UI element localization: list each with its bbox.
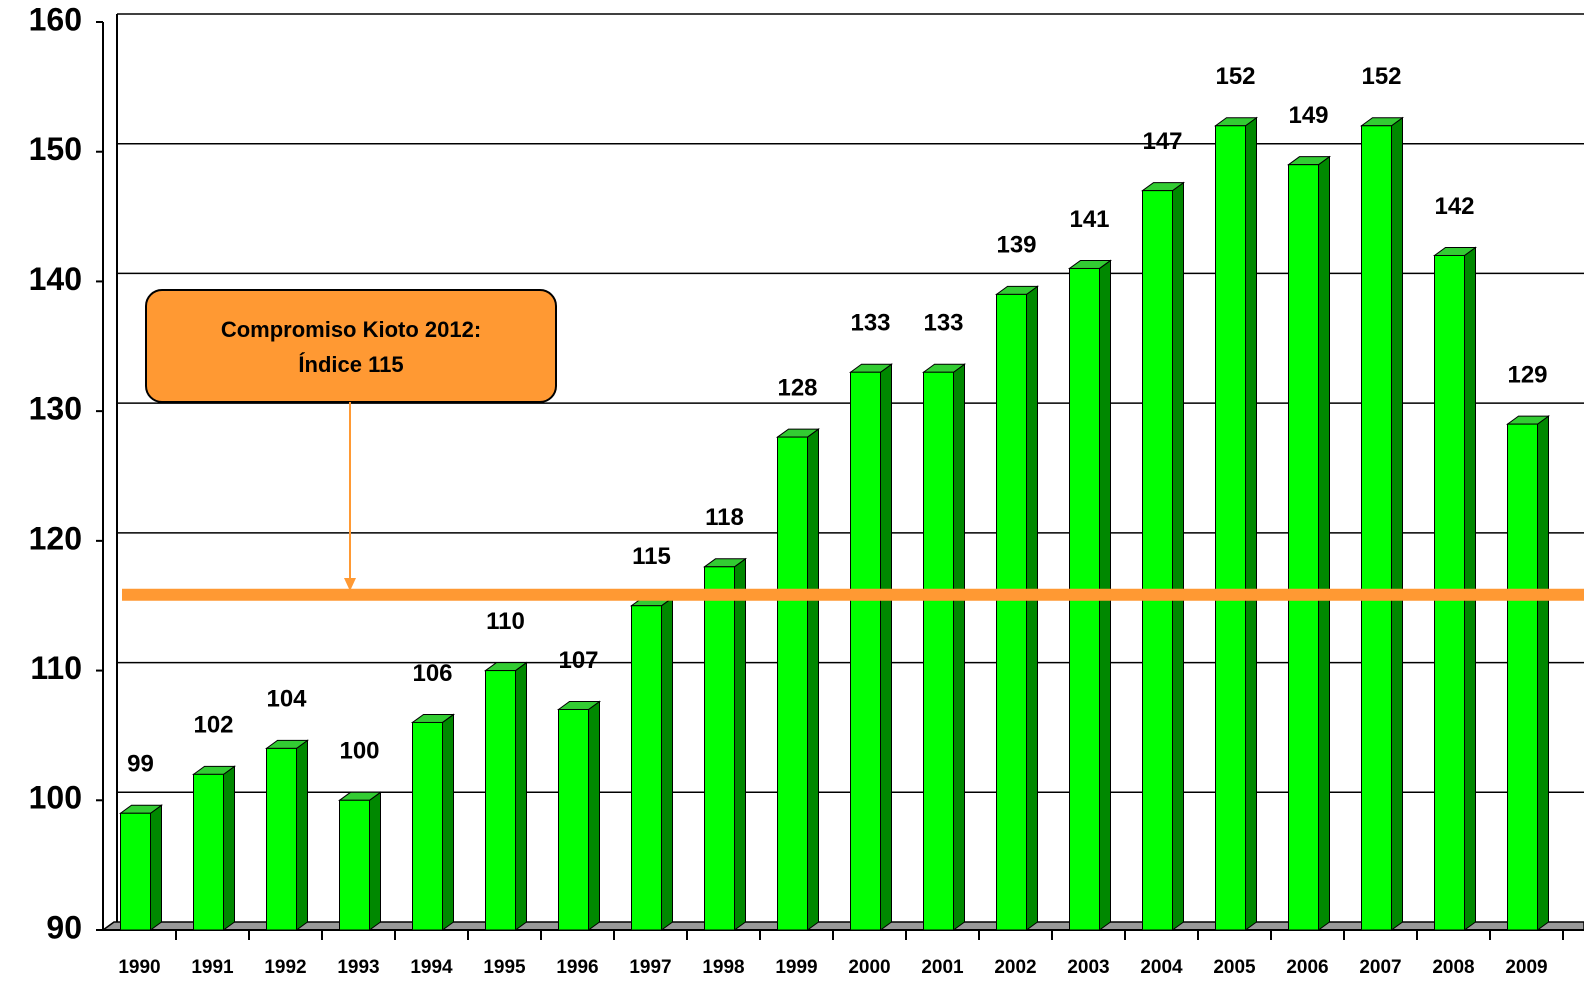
bar xyxy=(923,371,954,931)
annotation-text: Compromiso Kioto 2012: xyxy=(221,317,481,342)
bar xyxy=(1507,423,1538,931)
value-label: 128 xyxy=(777,374,817,401)
x-tick-label: 1998 xyxy=(702,957,744,978)
bar-side xyxy=(953,363,965,931)
x-tick-label: 2001 xyxy=(921,957,964,978)
x-tick-label: 1993 xyxy=(337,957,379,978)
value-label: 142 xyxy=(1434,193,1474,220)
bar-side xyxy=(807,428,819,931)
bar xyxy=(996,293,1027,931)
bar-side xyxy=(150,804,162,931)
y-tick-label: 160 xyxy=(29,1,82,37)
bar xyxy=(266,747,297,931)
bar xyxy=(558,708,589,931)
value-label: 141 xyxy=(1069,206,1109,233)
bar-side xyxy=(661,596,673,931)
bar xyxy=(631,605,662,931)
x-tick-label: 1999 xyxy=(775,957,817,978)
bar xyxy=(777,436,808,931)
x-tick-label: 1995 xyxy=(483,957,526,978)
value-label: 133 xyxy=(850,310,890,337)
value-label: 149 xyxy=(1288,102,1328,129)
bar-side xyxy=(734,557,746,931)
x-tick-label: 2008 xyxy=(1432,957,1474,978)
value-label: 110 xyxy=(486,608,525,635)
value-label: 107 xyxy=(558,647,598,674)
annotation-text: Índice 115 xyxy=(298,352,403,377)
x-tick-label: 2004 xyxy=(1140,957,1183,978)
x-tick-label: 1996 xyxy=(556,957,598,978)
bar-side xyxy=(1537,415,1549,931)
bar xyxy=(193,773,224,931)
value-label: 147 xyxy=(1142,128,1182,155)
bar xyxy=(704,566,735,931)
bar xyxy=(1361,125,1392,931)
bar-side xyxy=(296,739,308,931)
x-tick-label: 1991 xyxy=(191,957,234,978)
x-tick-label: 2006 xyxy=(1286,957,1328,978)
bar-side xyxy=(515,661,527,931)
value-label: 133 xyxy=(923,310,963,337)
bar xyxy=(850,371,881,931)
bar-side xyxy=(223,765,235,931)
value-label: 152 xyxy=(1361,63,1401,90)
bar xyxy=(485,670,516,931)
bar-side xyxy=(588,700,600,931)
annotation: Compromiso Kioto 2012: Índice 115 xyxy=(145,289,557,591)
bar-side xyxy=(1245,116,1257,931)
y-tick-label: 130 xyxy=(29,391,82,427)
bar-side xyxy=(1318,155,1330,931)
value-label: 152 xyxy=(1215,63,1255,90)
y-tick-label: 110 xyxy=(30,650,82,686)
bar xyxy=(120,812,151,931)
bar-side xyxy=(1026,285,1038,931)
value-label: 99 xyxy=(127,751,154,778)
x-tick-label: 1997 xyxy=(629,957,671,978)
value-label: 115 xyxy=(632,543,671,570)
bar-side xyxy=(442,713,454,931)
y-tick-label: 150 xyxy=(29,131,82,167)
x-tick-label: 2005 xyxy=(1213,957,1256,978)
value-label: 102 xyxy=(193,712,233,739)
value-label: 118 xyxy=(705,504,744,531)
annotation-arrowhead xyxy=(344,578,356,591)
x-tick-label: 1994 xyxy=(410,957,453,978)
x-tick-label: 2009 xyxy=(1505,957,1547,978)
value-label: 129 xyxy=(1507,361,1547,388)
y-tick-label: 140 xyxy=(29,261,82,297)
annotation-box xyxy=(145,289,557,403)
y-tick-label: 120 xyxy=(29,520,82,556)
bar-side xyxy=(369,791,381,931)
bar-side xyxy=(1391,116,1403,931)
x-tick-label: 2002 xyxy=(994,957,1036,978)
x-tick-label: 1992 xyxy=(264,957,306,978)
bar xyxy=(412,721,443,931)
x-tick-label: 1990 xyxy=(118,957,160,978)
value-label: 106 xyxy=(412,660,452,687)
bar xyxy=(1288,164,1319,931)
bar-side xyxy=(1172,181,1184,931)
bar xyxy=(339,799,370,931)
y-tick-label: 90 xyxy=(46,909,82,945)
x-tick-label: 2003 xyxy=(1067,957,1109,978)
bar xyxy=(1142,190,1173,931)
x-tick-label: 2007 xyxy=(1359,957,1401,978)
y-tick-label: 100 xyxy=(29,780,82,816)
value-label: 100 xyxy=(339,738,379,765)
x-tick-label: 2000 xyxy=(848,957,890,978)
value-label: 139 xyxy=(996,232,1036,259)
bar-side xyxy=(880,363,892,931)
value-label: 104 xyxy=(266,686,307,713)
bar xyxy=(1215,125,1246,931)
